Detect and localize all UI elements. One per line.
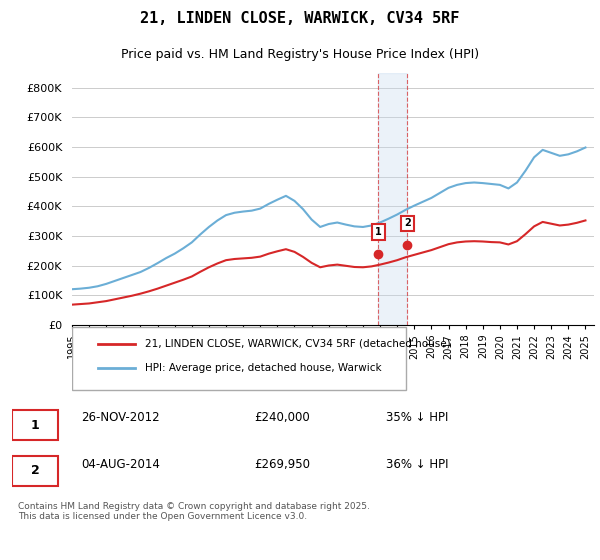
Text: 2: 2 (404, 218, 411, 228)
Text: 36% ↓ HPI: 36% ↓ HPI (386, 458, 449, 471)
FancyBboxPatch shape (12, 455, 58, 486)
Text: 35% ↓ HPI: 35% ↓ HPI (386, 410, 449, 424)
FancyBboxPatch shape (12, 410, 58, 440)
FancyBboxPatch shape (72, 327, 406, 390)
Text: Contains HM Land Registry data © Crown copyright and database right 2025.
This d: Contains HM Land Registry data © Crown c… (18, 502, 370, 521)
Bar (379, 73, 407, 325)
Text: £240,000: £240,000 (254, 410, 310, 424)
Text: 04-AUG-2014: 04-AUG-2014 (81, 458, 160, 471)
Text: 21, LINDEN CLOSE, WARWICK, CV34 5RF: 21, LINDEN CLOSE, WARWICK, CV34 5RF (140, 11, 460, 26)
Text: 21, LINDEN CLOSE, WARWICK, CV34 5RF (detached house): 21, LINDEN CLOSE, WARWICK, CV34 5RF (det… (145, 339, 451, 349)
Text: Price paid vs. HM Land Registry's House Price Index (HPI): Price paid vs. HM Land Registry's House … (121, 48, 479, 61)
Text: 2: 2 (31, 464, 40, 477)
Text: 1: 1 (375, 227, 382, 237)
Text: £269,950: £269,950 (254, 458, 310, 471)
Text: HPI: Average price, detached house, Warwick: HPI: Average price, detached house, Warw… (145, 363, 382, 374)
Text: 1: 1 (31, 419, 40, 432)
Text: 26-NOV-2012: 26-NOV-2012 (81, 410, 160, 424)
